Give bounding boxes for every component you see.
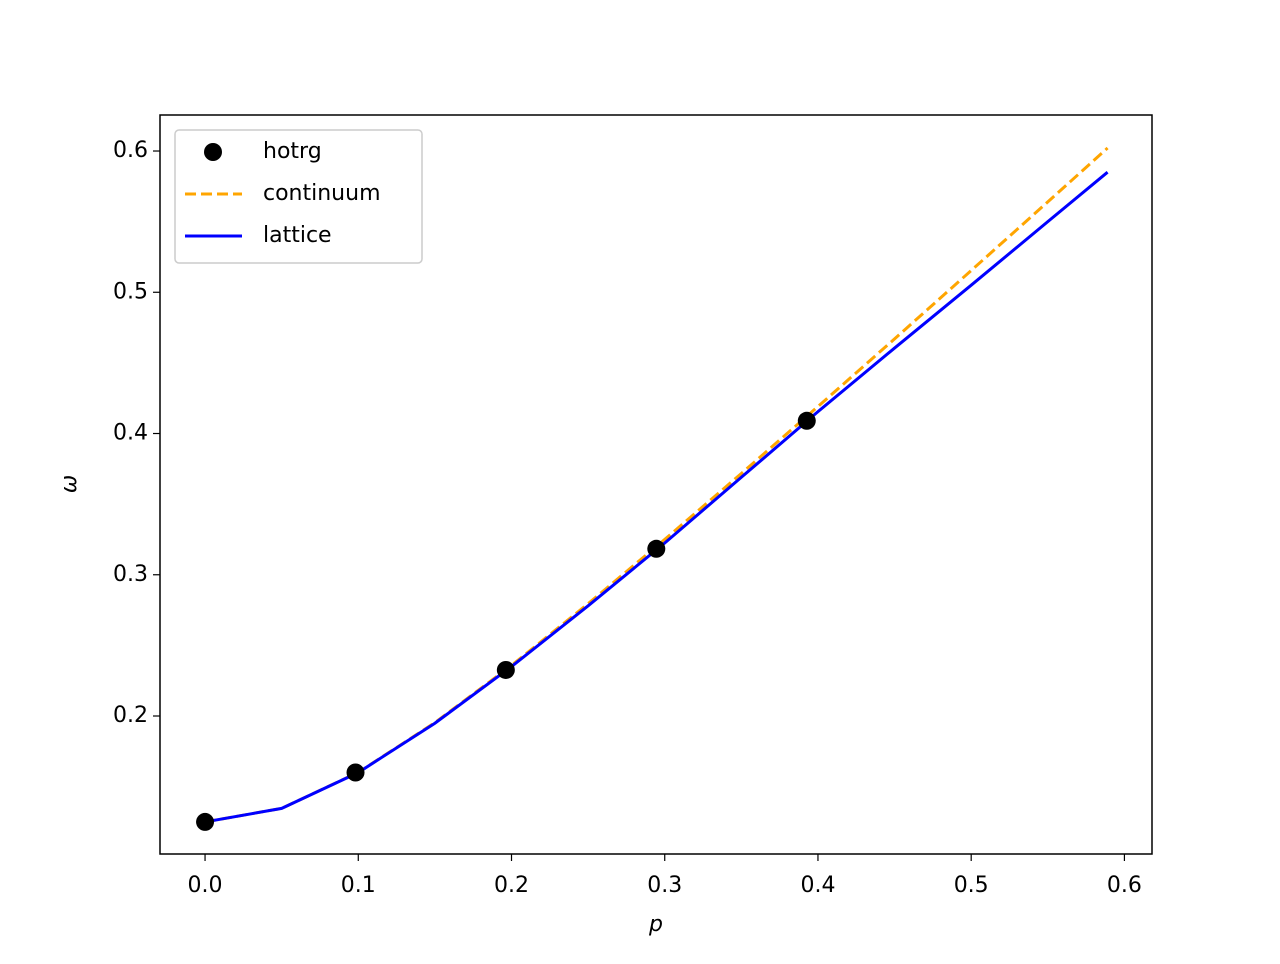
x-tick-label: 0.4 [800,873,835,898]
y-tick-label: 0.5 [113,279,148,304]
y-axis-label: ω [57,475,82,493]
y-tick-label: 0.4 [113,421,148,446]
legend-label: lattice [263,223,332,248]
x-tick-label: 0.2 [494,873,529,898]
y-tick-label: 0.6 [113,138,148,163]
legend-box [174,129,423,264]
x-tick-label: 0.6 [1107,873,1142,898]
legend-label: continuum [263,181,381,206]
data-point [797,411,816,430]
x-tick-label: 0.1 [341,873,376,898]
data-point [647,539,666,558]
x-tick-label: 0.0 [188,873,223,898]
x-tick-label: 0.3 [647,873,682,898]
data-point [496,660,515,679]
legend-marker [204,143,222,161]
plot-frame [159,114,1153,855]
legend-label: hotrg [263,139,322,164]
data-point [346,763,365,782]
y-tick-label: 0.3 [113,562,148,587]
data-point [196,812,215,831]
x-tick-label: 0.5 [954,873,989,898]
series-line [204,171,1109,824]
x-axis-label: p [648,912,663,937]
y-tick-label: 0.2 [113,703,148,728]
